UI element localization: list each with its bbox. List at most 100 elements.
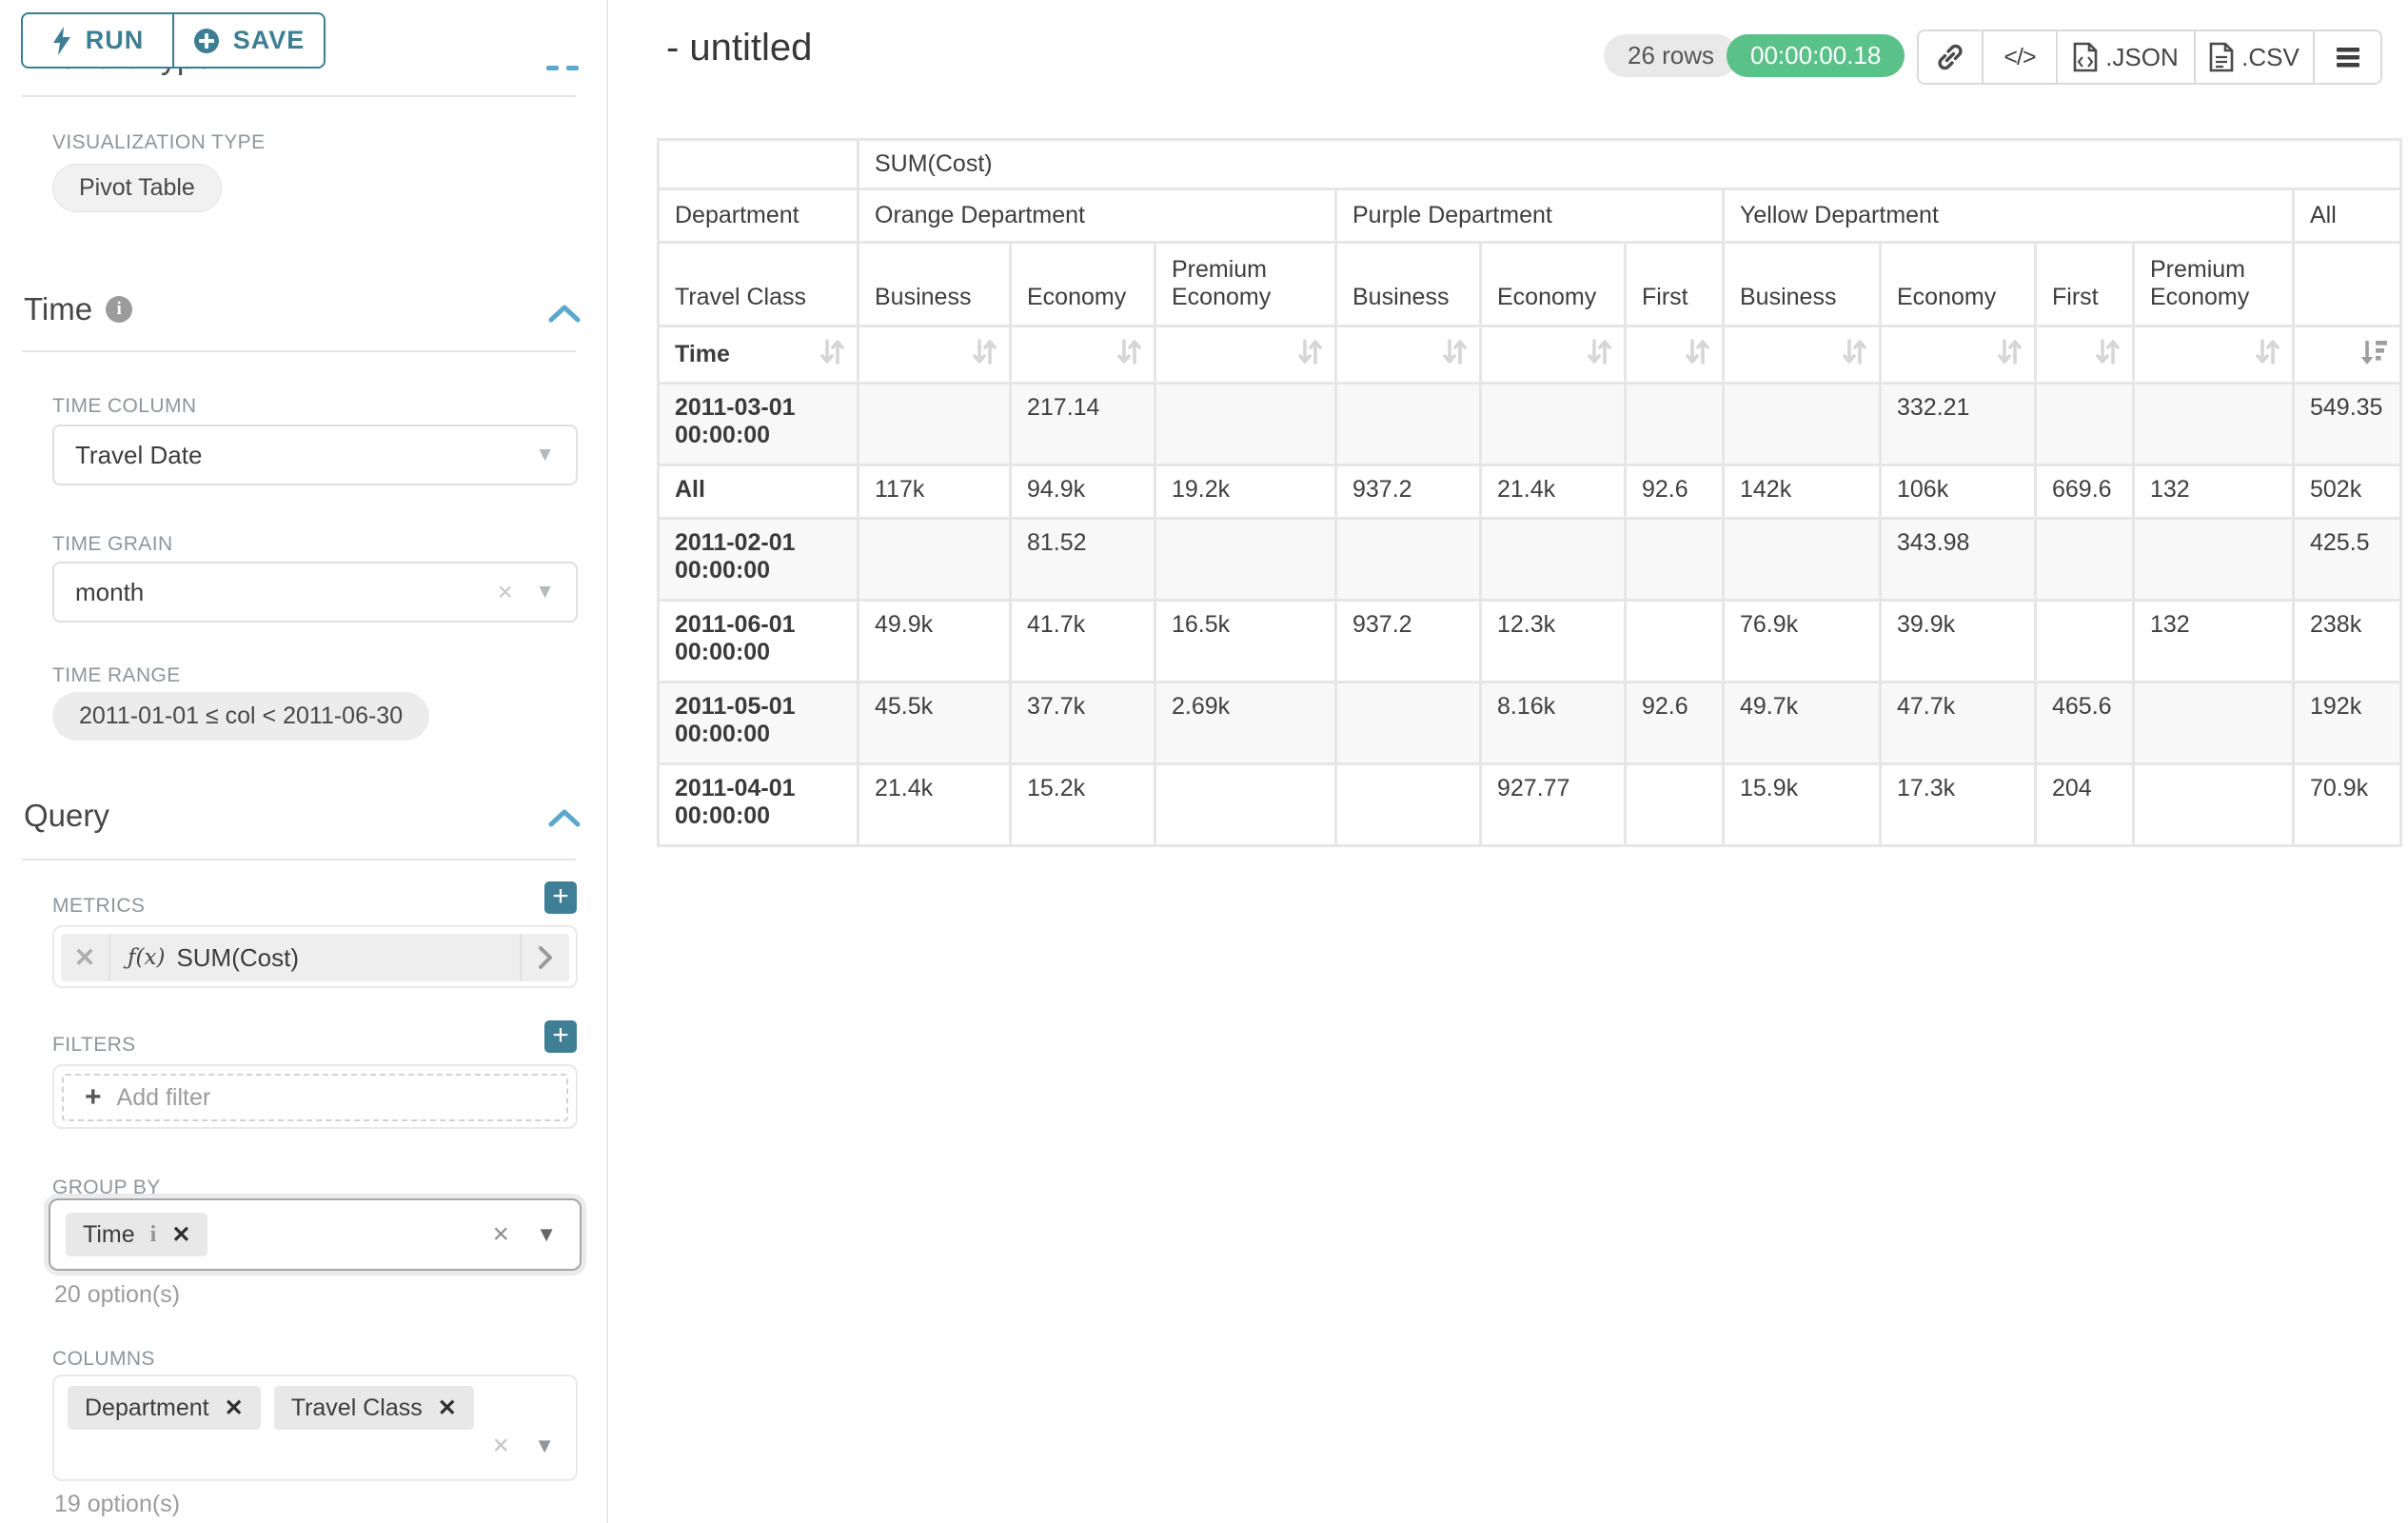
sort-column[interactable] bbox=[1722, 325, 1882, 385]
sort-both-icon[interactable] bbox=[1997, 338, 2023, 372]
group-by-options-hint: 20 option(s) bbox=[54, 1281, 181, 1308]
table-cell: 12.3k bbox=[1479, 599, 1627, 683]
time-range-value[interactable]: 2011-01-01 ≤ col < 2011-06-30 bbox=[52, 692, 430, 741]
sort-column[interactable] bbox=[1879, 325, 2037, 385]
sort-both-icon[interactable] bbox=[1842, 338, 1867, 372]
table-cell: 92.6 bbox=[1624, 681, 1725, 765]
table-cell: 19.2k bbox=[1154, 464, 1337, 520]
export-json-button[interactable]: .JSON bbox=[2056, 31, 2194, 83]
sort-both-icon[interactable] bbox=[1297, 338, 1323, 372]
table-cell: 70.9k bbox=[2291, 762, 2403, 847]
view-query-button[interactable]: </> bbox=[1982, 31, 2056, 83]
travel-class-header: Economy bbox=[1009, 241, 1156, 327]
run-save-button-group: RUN SAVE bbox=[21, 12, 326, 69]
copy-link-button[interactable] bbox=[1919, 31, 1982, 83]
time-range-label: TIME RANGE bbox=[52, 664, 181, 686]
table-cell: 132 bbox=[2132, 599, 2295, 683]
table-cell bbox=[1334, 382, 1482, 466]
table-cell: 39.9k bbox=[1879, 599, 2037, 683]
chart-panel: - untitled 26 rows 00:00:00.18 </> .JSON bbox=[610, 0, 2408, 1523]
sort-column[interactable] bbox=[857, 325, 1012, 385]
sort-both-icon[interactable] bbox=[1685, 338, 1710, 372]
group-by-tag[interactable]: Time i ✕ bbox=[66, 1213, 208, 1256]
table-row: 2011-05-01 00:00:00 45.5k 37.7k 2.69k 8.… bbox=[657, 681, 2403, 765]
table-cell bbox=[857, 382, 1012, 466]
time-column-label: TIME COLUMN bbox=[52, 395, 197, 417]
chart-title[interactable]: - untitled bbox=[666, 27, 813, 69]
columns-select[interactable]: Department ✕ Travel Class ✕ × ▼ bbox=[52, 1375, 578, 1481]
table-cell: 81.52 bbox=[1009, 517, 1156, 602]
remove-tag-icon[interactable]: ✕ bbox=[437, 1394, 457, 1421]
time-column-select[interactable]: Travel Date ▼ bbox=[52, 425, 578, 485]
group-by-select[interactable]: Time i ✕ × ▼ bbox=[49, 1198, 582, 1271]
add-metric-button[interactable]: + bbox=[544, 881, 577, 914]
info-icon: i bbox=[106, 296, 133, 323]
table-cell bbox=[1624, 517, 1725, 602]
sort-by-time[interactable]: Time bbox=[657, 325, 859, 385]
table-cell: 937.2 bbox=[1334, 464, 1482, 520]
sort-both-icon[interactable] bbox=[819, 338, 845, 372]
row-header-time: 2011-03-01 00:00:00 bbox=[657, 382, 859, 466]
caret-down-icon[interactable]: ▼ bbox=[536, 1222, 557, 1246]
sort-column[interactable] bbox=[1009, 325, 1156, 385]
table-cell: 927.77 bbox=[1479, 762, 1627, 847]
save-button[interactable]: SAVE bbox=[173, 12, 326, 69]
sort-both-icon[interactable] bbox=[1442, 338, 1468, 372]
sort-column-all-active[interactable] bbox=[2291, 325, 2403, 385]
sort-column[interactable] bbox=[2034, 325, 2135, 385]
table-cell bbox=[1479, 517, 1627, 602]
time-grain-label: TIME GRAIN bbox=[52, 533, 173, 555]
metric-header-cell: SUM(Cost) bbox=[856, 138, 2403, 190]
row-header-time: 2011-02-01 00:00:00 bbox=[657, 517, 859, 602]
sort-column[interactable] bbox=[1334, 325, 1482, 385]
table-cell: 217.14 bbox=[1009, 382, 1156, 466]
export-csv-button[interactable]: .CSV bbox=[2194, 31, 2313, 83]
caret-down-icon[interactable]: ▼ bbox=[534, 1434, 555, 1457]
table-cell: 94.9k bbox=[1009, 464, 1156, 520]
sort-column[interactable] bbox=[1624, 325, 1725, 385]
table-cell: 465.6 bbox=[2034, 681, 2135, 765]
travel-class-header: Business bbox=[1722, 241, 1882, 327]
collapse-query-chevron-up-icon[interactable] bbox=[548, 807, 581, 828]
add-filter-dropzone[interactable]: + Add filter bbox=[62, 1074, 568, 1121]
more-options-button[interactable] bbox=[2313, 31, 2380, 83]
remove-tag-icon[interactable]: ✕ bbox=[171, 1221, 191, 1248]
row-header-time: 2011-05-01 00:00:00 bbox=[657, 681, 859, 765]
table-cell: 37.7k bbox=[1009, 681, 1156, 765]
remove-metric-icon[interactable]: ✕ bbox=[61, 934, 110, 981]
sort-column[interactable] bbox=[2132, 325, 2295, 385]
caret-down-icon[interactable]: ▼ bbox=[535, 444, 555, 465]
remove-tag-icon[interactable]: ✕ bbox=[224, 1394, 244, 1421]
clear-icon[interactable]: × bbox=[492, 1218, 509, 1250]
table-cell bbox=[1624, 762, 1725, 847]
clear-icon[interactable]: × bbox=[497, 577, 513, 606]
table-cell: 2.69k bbox=[1154, 681, 1337, 765]
add-filter-button[interactable]: + bbox=[544, 1020, 577, 1053]
sort-column[interactable] bbox=[1154, 325, 1337, 385]
table-cell: 76.9k bbox=[1722, 599, 1882, 683]
columns-tag[interactable]: Travel Class ✕ bbox=[273, 1386, 474, 1430]
caret-down-icon[interactable]: ▼ bbox=[535, 581, 555, 603]
metric-pill[interactable]: ✕ ƒ(x) SUM(Cost) bbox=[61, 934, 569, 981]
table-cell bbox=[1334, 517, 1482, 602]
time-grain-select[interactable]: month × ▼ bbox=[52, 562, 578, 623]
sort-both-icon[interactable] bbox=[2095, 338, 2121, 372]
collapse-time-chevron-up-icon[interactable] bbox=[548, 303, 581, 324]
sort-both-icon[interactable] bbox=[1116, 338, 1142, 372]
travel-class-header: Economy bbox=[1479, 241, 1627, 327]
sort-both-icon[interactable] bbox=[1587, 338, 1612, 372]
columns-tag[interactable]: Department ✕ bbox=[68, 1386, 261, 1430]
table-cell: 238k bbox=[2291, 599, 2403, 683]
sort-both-icon[interactable] bbox=[972, 338, 997, 372]
sort-both-icon[interactable] bbox=[2255, 338, 2280, 372]
export-toolbar: </> .JSON .CSV bbox=[1917, 30, 2382, 85]
visualization-type-value[interactable]: Pivot Table bbox=[52, 164, 222, 212]
table-cell bbox=[2132, 517, 2295, 602]
clear-icon[interactable]: × bbox=[492, 1430, 509, 1461]
sort-descending-icon[interactable] bbox=[2359, 338, 2388, 372]
table-cell: 16.5k bbox=[1154, 599, 1337, 683]
travel-class-header-row: Travel Class Business Economy Premium Ec… bbox=[657, 241, 2403, 327]
sort-column[interactable] bbox=[1479, 325, 1627, 385]
expand-metric-button[interactable] bbox=[520, 934, 569, 981]
run-button[interactable]: RUN bbox=[21, 12, 173, 69]
